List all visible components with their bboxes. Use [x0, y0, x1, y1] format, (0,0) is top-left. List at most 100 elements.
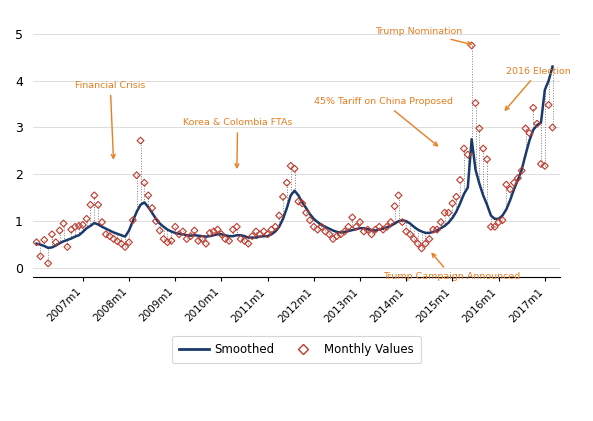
Point [255, 231, 264, 237]
Text: Korea & Colombia FTAs: Korea & Colombia FTAs [183, 118, 292, 168]
Point [193, 237, 203, 244]
Point [174, 231, 184, 237]
Point [151, 218, 161, 224]
Point [125, 239, 134, 245]
Point [97, 219, 107, 226]
Point [94, 201, 103, 208]
Point [247, 233, 257, 240]
Point [71, 224, 80, 230]
Point [55, 227, 65, 234]
Point [105, 233, 114, 240]
Point [367, 231, 377, 237]
Point [344, 224, 353, 230]
Point [375, 224, 384, 230]
Point [463, 151, 473, 158]
Text: Financial Crisis: Financial Crisis [75, 81, 145, 158]
Point [43, 260, 53, 267]
Point [525, 130, 534, 136]
Point [159, 236, 168, 242]
Text: 2016 Election: 2016 Election [505, 67, 571, 110]
Point [386, 219, 396, 226]
Point [224, 237, 234, 244]
Point [221, 236, 230, 242]
Point [155, 227, 164, 234]
Point [451, 193, 461, 200]
Point [425, 236, 434, 242]
Point [270, 224, 280, 230]
Point [417, 245, 426, 252]
Point [471, 100, 480, 107]
Point [86, 201, 95, 208]
Point [278, 193, 288, 200]
Point [32, 239, 42, 245]
Point [436, 219, 445, 226]
Point [490, 224, 499, 230]
Point [398, 219, 407, 226]
Point [317, 224, 326, 230]
Text: Trump Campaign Announced: Trump Campaign Announced [383, 253, 520, 281]
Point [228, 226, 238, 233]
Point [59, 220, 68, 227]
Point [378, 226, 388, 233]
Point [517, 167, 527, 174]
Point [332, 233, 342, 240]
Point [139, 179, 149, 186]
Point [474, 125, 484, 132]
Point [544, 101, 553, 108]
Point [382, 224, 392, 230]
Point [205, 229, 215, 236]
Point [448, 200, 457, 207]
Point [432, 226, 442, 233]
Text: 45% Tariff on China Proposed: 45% Tariff on China Proposed [314, 97, 453, 146]
Point [533, 120, 542, 127]
Point [371, 226, 380, 233]
Text: Trump Nomination: Trump Nomination [375, 27, 471, 45]
Point [459, 145, 468, 152]
Point [336, 231, 346, 237]
Point [251, 228, 261, 235]
Point [536, 161, 546, 168]
Point [352, 224, 361, 230]
Point [355, 219, 365, 226]
Point [197, 236, 207, 242]
Point [213, 226, 222, 233]
Point [444, 209, 453, 216]
Point [186, 233, 195, 240]
Point [282, 179, 292, 186]
Point [294, 198, 303, 205]
Point [309, 224, 318, 230]
Point [467, 42, 476, 49]
Point [482, 156, 492, 163]
Point [190, 227, 199, 234]
Point [178, 228, 187, 235]
Point [347, 214, 357, 221]
Point [128, 217, 138, 224]
Point [51, 239, 60, 245]
Point [109, 236, 119, 242]
Point [120, 244, 130, 250]
Point [101, 231, 111, 237]
Point [162, 239, 172, 245]
Point [267, 226, 276, 233]
Point [521, 125, 530, 132]
Point [394, 192, 403, 199]
Point [232, 224, 241, 230]
Point [286, 163, 295, 169]
Point [528, 104, 538, 111]
Point [216, 231, 226, 237]
Point [405, 231, 415, 237]
Point [136, 137, 145, 144]
Point [363, 226, 372, 233]
Point [236, 236, 246, 242]
Point [144, 192, 153, 199]
Point [201, 240, 211, 247]
Point [209, 228, 218, 235]
Point [63, 244, 72, 250]
Point [147, 205, 157, 211]
Point [428, 226, 438, 233]
Point [182, 236, 192, 242]
Point [340, 228, 349, 235]
Point [390, 203, 400, 210]
Point [313, 226, 323, 233]
Legend: Smoothed, Monthly Values: Smoothed, Monthly Values [172, 336, 421, 363]
